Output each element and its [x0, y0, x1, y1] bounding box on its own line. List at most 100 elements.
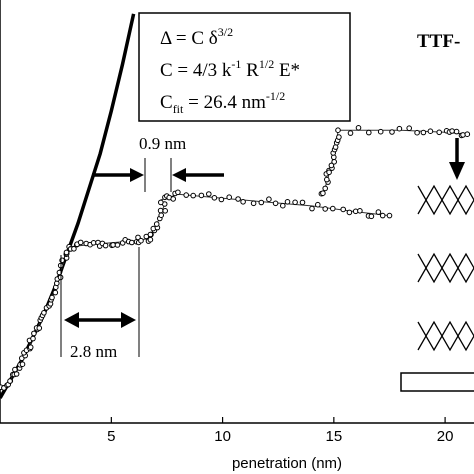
data-point	[240, 199, 246, 205]
zigzag-top	[417, 252, 474, 270]
data-point	[389, 129, 395, 135]
data-point	[355, 125, 362, 131]
data-point	[436, 129, 443, 136]
data-point	[326, 169, 332, 176]
data-point	[386, 212, 393, 219]
data-point	[414, 129, 420, 136]
zigzag-chain	[417, 320, 474, 352]
formula-frame	[138, 12, 351, 122]
x-tick-label: 5	[107, 428, 115, 445]
data-point	[138, 237, 144, 244]
data-point	[266, 196, 272, 202]
gap-large-right-arrowhead	[121, 312, 136, 328]
data-point	[332, 144, 339, 150]
data-point	[102, 242, 109, 249]
data-point	[357, 208, 363, 214]
gap-small-right-arrowhead	[172, 168, 186, 182]
substrate-bar	[400, 372, 474, 392]
x-axis-title: penetration (nm)	[232, 455, 342, 472]
zigzag-chain	[417, 184, 474, 216]
data-point	[226, 194, 232, 200]
data-point	[328, 162, 335, 169]
data-point	[153, 221, 160, 227]
gap-small-annotation: 0.9 nm	[92, 134, 224, 192]
series-plateau-1	[67, 201, 168, 252]
gap-large-left-arrowhead	[64, 312, 79, 328]
fit-curve	[0, 13, 136, 399]
formula-line-2: C = 4/3 k-1 R1/2 E*	[160, 57, 300, 81]
data-point	[12, 366, 18, 373]
data-point	[71, 246, 77, 252]
data-point	[30, 335, 36, 342]
data-point	[90, 240, 97, 246]
zigzag-bottom	[417, 334, 474, 352]
data-point	[183, 192, 189, 198]
gap-large-annotation: 2.8 nm	[60, 247, 140, 361]
data-point	[27, 344, 34, 351]
formula-line-1: Δ = C δ3/2	[160, 25, 233, 49]
data-point	[396, 125, 403, 132]
fit-curve-layer	[0, 13, 136, 399]
data-point	[157, 207, 164, 214]
gap-small-label: 0.9 nm	[139, 134, 186, 153]
data-point	[406, 125, 413, 131]
data-point	[198, 192, 205, 199]
zigzag-top	[417, 320, 474, 338]
data-point	[320, 190, 326, 196]
data-point	[59, 257, 65, 264]
data-point	[63, 249, 70, 256]
data-point	[7, 378, 13, 384]
zigzag-chain	[417, 252, 474, 284]
data-point	[315, 201, 321, 208]
series-plateau-3	[318, 125, 471, 197]
series-line	[0, 246, 70, 391]
data-point	[158, 199, 164, 206]
data-point	[346, 209, 353, 216]
data-point	[299, 199, 306, 206]
data-point	[170, 196, 176, 202]
data-point	[114, 242, 121, 248]
data-point	[322, 206, 329, 212]
data-point	[272, 200, 279, 207]
data-point	[52, 289, 59, 296]
data-point	[147, 231, 154, 238]
data-point	[309, 205, 315, 212]
data-point	[464, 131, 471, 137]
data-point	[77, 239, 84, 246]
data-point	[206, 191, 212, 197]
zigzag-bottom	[417, 266, 474, 284]
down-arrow-head	[449, 162, 465, 180]
data-point	[19, 361, 26, 368]
data-point	[36, 325, 43, 331]
data-point	[284, 199, 291, 205]
down-arrow	[449, 138, 465, 180]
data-point	[322, 185, 329, 192]
x-tick-label: 20	[437, 428, 454, 445]
data-point	[190, 192, 196, 199]
data-point	[147, 236, 154, 243]
sample-label: TTF-	[417, 31, 460, 52]
data-point	[347, 130, 354, 136]
data-point	[129, 239, 135, 246]
data-point	[375, 209, 382, 215]
data-point	[211, 195, 218, 201]
x-tick-label: 15	[326, 428, 343, 445]
data-point	[324, 176, 330, 183]
data-point	[218, 196, 225, 203]
data-point	[158, 212, 164, 218]
data-point	[258, 199, 265, 206]
data-point	[330, 205, 336, 212]
series-layer	[0, 125, 471, 395]
data-point	[175, 189, 181, 196]
x-ticks: 5 10 15 20	[107, 417, 453, 445]
data-point	[31, 330, 37, 337]
data-point	[41, 310, 47, 316]
formula-line-3: Cfit = 26.4 nm-1/2	[160, 89, 285, 116]
data-point	[235, 196, 241, 202]
data-point	[162, 208, 168, 214]
series-plateau-2	[158, 189, 393, 220]
data-point	[280, 202, 286, 209]
data-point	[379, 212, 386, 219]
data-point	[49, 294, 55, 301]
data-point	[340, 206, 347, 213]
